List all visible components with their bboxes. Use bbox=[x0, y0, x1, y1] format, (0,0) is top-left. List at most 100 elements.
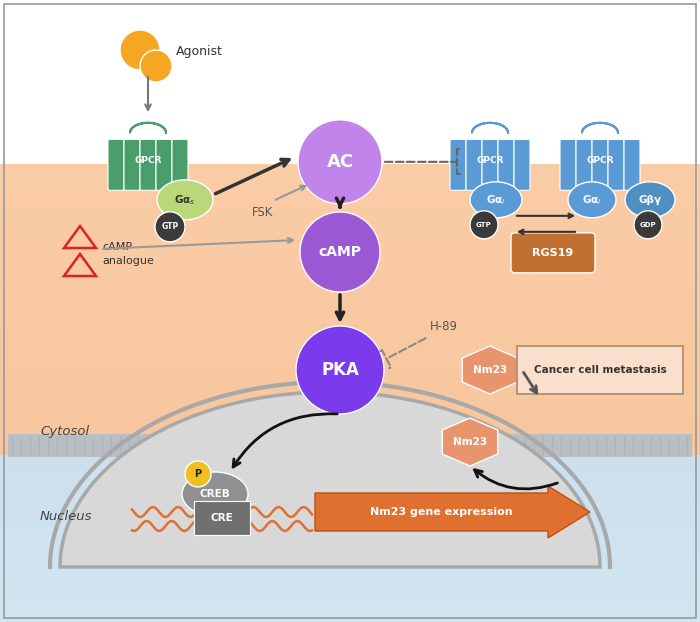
FancyBboxPatch shape bbox=[514, 139, 530, 190]
Text: Cytosol: Cytosol bbox=[40, 425, 89, 439]
Bar bbox=[0, 210, 700, 223]
Text: Nm23 gene expression: Nm23 gene expression bbox=[370, 507, 513, 517]
Bar bbox=[0, 575, 700, 581]
Bar bbox=[0, 567, 700, 572]
Bar bbox=[0, 583, 700, 589]
Bar bbox=[0, 554, 700, 560]
Text: Nm23: Nm23 bbox=[453, 437, 487, 447]
Bar bbox=[0, 404, 700, 417]
Ellipse shape bbox=[182, 472, 248, 516]
Bar bbox=[0, 564, 700, 577]
Bar bbox=[0, 381, 700, 394]
Bar bbox=[0, 534, 700, 539]
Polygon shape bbox=[462, 346, 518, 394]
Bar bbox=[0, 175, 700, 188]
Text: Nm23: Nm23 bbox=[473, 365, 507, 375]
Bar bbox=[0, 591, 700, 597]
Bar bbox=[0, 495, 700, 509]
Text: cAMP: cAMP bbox=[318, 245, 361, 259]
FancyBboxPatch shape bbox=[172, 139, 188, 190]
Text: P: P bbox=[195, 469, 202, 479]
FancyBboxPatch shape bbox=[482, 139, 498, 190]
Bar bbox=[0, 575, 700, 588]
Text: GPCR: GPCR bbox=[134, 156, 162, 165]
Bar bbox=[0, 546, 700, 552]
Bar bbox=[0, 600, 700, 606]
Bar bbox=[0, 612, 700, 618]
FancyBboxPatch shape bbox=[624, 139, 640, 190]
Bar bbox=[0, 221, 700, 234]
FancyBboxPatch shape bbox=[517, 346, 683, 394]
Circle shape bbox=[300, 212, 380, 292]
Bar bbox=[0, 369, 700, 383]
Bar bbox=[0, 570, 700, 577]
Bar bbox=[0, 504, 700, 511]
FancyBboxPatch shape bbox=[140, 139, 156, 190]
Circle shape bbox=[470, 211, 498, 239]
Bar bbox=[0, 507, 700, 520]
Text: CREB: CREB bbox=[199, 489, 230, 499]
Ellipse shape bbox=[625, 182, 675, 218]
Bar bbox=[0, 438, 700, 452]
Text: GDP: GDP bbox=[640, 222, 657, 228]
FancyBboxPatch shape bbox=[156, 139, 172, 190]
Text: Gα$_i$: Gα$_i$ bbox=[582, 193, 602, 207]
Text: GTP: GTP bbox=[162, 222, 178, 231]
Bar bbox=[0, 187, 700, 200]
Bar bbox=[0, 587, 700, 593]
Bar bbox=[0, 501, 700, 506]
FancyBboxPatch shape bbox=[608, 139, 624, 190]
Bar bbox=[0, 471, 700, 478]
Bar bbox=[0, 476, 700, 482]
FancyArrow shape bbox=[315, 486, 590, 538]
Bar bbox=[0, 164, 700, 177]
Bar bbox=[0, 488, 700, 494]
Bar bbox=[0, 427, 700, 440]
Bar bbox=[0, 278, 700, 292]
Bar bbox=[0, 517, 700, 523]
Bar bbox=[0, 529, 700, 543]
FancyBboxPatch shape bbox=[498, 139, 514, 190]
Circle shape bbox=[155, 212, 185, 242]
Bar bbox=[0, 346, 700, 360]
Bar bbox=[0, 335, 700, 349]
Bar bbox=[0, 529, 700, 536]
Bar bbox=[0, 550, 700, 556]
Ellipse shape bbox=[568, 182, 616, 218]
Text: CRE: CRE bbox=[211, 513, 233, 523]
Text: RGS19: RGS19 bbox=[533, 248, 573, 258]
Text: FSK: FSK bbox=[252, 207, 274, 220]
Bar bbox=[0, 525, 700, 531]
FancyBboxPatch shape bbox=[466, 139, 482, 190]
Bar bbox=[0, 473, 700, 486]
Bar bbox=[8, 434, 692, 457]
Bar bbox=[0, 468, 700, 474]
Bar bbox=[0, 562, 700, 569]
Ellipse shape bbox=[470, 182, 522, 218]
Bar bbox=[0, 463, 700, 470]
FancyBboxPatch shape bbox=[592, 139, 608, 190]
FancyBboxPatch shape bbox=[194, 501, 250, 535]
Bar bbox=[0, 461, 700, 475]
Bar bbox=[0, 301, 700, 314]
Bar bbox=[0, 587, 700, 600]
Text: Gα$_i$: Gα$_i$ bbox=[486, 193, 506, 207]
Text: cAMP
analogue: cAMP analogue bbox=[102, 243, 154, 266]
Bar bbox=[0, 455, 700, 462]
Bar bbox=[0, 558, 700, 564]
FancyBboxPatch shape bbox=[450, 139, 466, 190]
Bar bbox=[0, 492, 700, 498]
Bar bbox=[0, 518, 700, 532]
Circle shape bbox=[140, 50, 172, 82]
Bar bbox=[0, 198, 700, 211]
Polygon shape bbox=[442, 418, 498, 466]
Bar bbox=[0, 603, 700, 610]
Circle shape bbox=[634, 211, 662, 239]
Bar bbox=[0, 324, 700, 337]
Bar bbox=[0, 233, 700, 246]
Text: Gβγ: Gβγ bbox=[638, 195, 661, 205]
Bar bbox=[0, 521, 700, 527]
Bar bbox=[0, 509, 700, 515]
Bar bbox=[0, 579, 700, 585]
Bar bbox=[0, 255, 700, 269]
